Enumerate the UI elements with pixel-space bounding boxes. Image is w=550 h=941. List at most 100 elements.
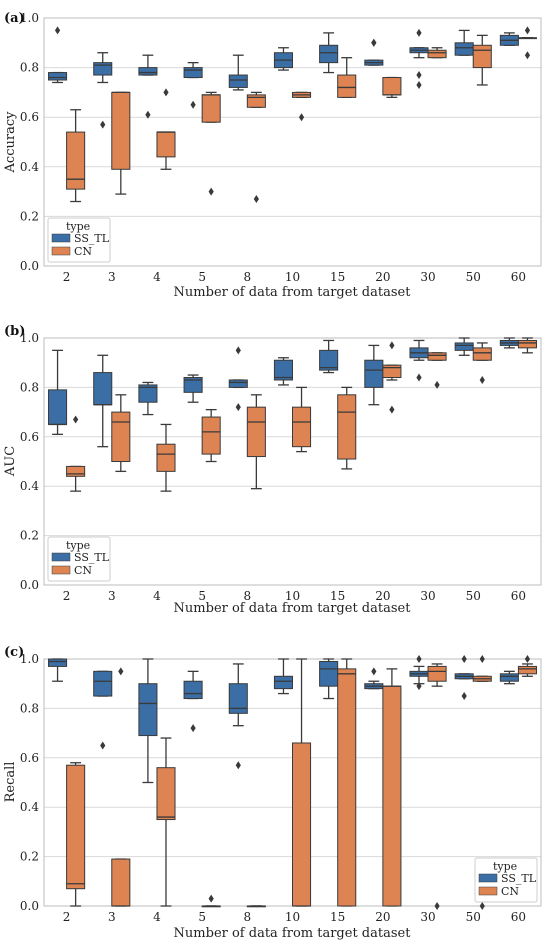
box <box>364 667 384 690</box>
series-CN <box>66 655 537 910</box>
x-tick-label: 3 <box>108 910 116 924</box>
box <box>472 342 492 384</box>
x-tick-label: 5 <box>198 270 206 284</box>
box <box>201 894 221 908</box>
box <box>93 52 113 129</box>
box-iqr <box>48 72 68 81</box>
y-tick-label: 1.0 <box>20 331 39 345</box>
y-tick-label: 0.6 <box>20 430 39 444</box>
box <box>427 352 447 389</box>
x-tick-label: 8 <box>243 270 251 284</box>
box <box>111 394 131 473</box>
outlier-point <box>524 51 531 60</box>
x-tick-label: 2 <box>63 270 71 284</box>
box <box>292 658 312 907</box>
box <box>93 354 113 448</box>
box-iqr <box>48 389 68 425</box>
x-tick-label: 8 <box>243 910 251 924</box>
box-iqr <box>228 74 248 88</box>
box <box>66 109 86 203</box>
outlier-point <box>416 71 422 80</box>
box-iqr <box>337 394 357 460</box>
y-tick-label: 0.0 <box>20 899 39 913</box>
box <box>246 91 266 204</box>
box <box>273 47 294 71</box>
legend-swatch <box>478 886 498 896</box>
plot-frame <box>43 337 542 586</box>
outlier-point <box>145 110 151 119</box>
box <box>156 88 176 170</box>
y-tick-label: 0.2 <box>20 850 39 864</box>
box-iqr <box>66 131 86 190</box>
box <box>93 670 113 750</box>
box <box>111 667 131 907</box>
box <box>319 658 339 700</box>
legend-swatch <box>51 246 71 256</box>
legend-swatch <box>51 565 71 575</box>
box-iqr <box>201 94 221 123</box>
outlier-point <box>235 761 241 770</box>
box-iqr <box>138 67 158 76</box>
y-axis-label: Accuracy <box>3 111 18 174</box>
box <box>156 737 176 907</box>
box-iqr <box>517 665 537 675</box>
box-iqr <box>273 359 294 381</box>
box-iqr <box>319 660 339 687</box>
x-tick-label: 50 <box>466 910 481 924</box>
box <box>517 337 537 354</box>
box <box>138 54 158 119</box>
outlier-point <box>461 655 467 663</box>
legend-title: type <box>493 860 517 873</box>
outlier-point <box>235 403 241 412</box>
x-tick-label: 20 <box>375 910 390 924</box>
box-iqr <box>292 406 312 448</box>
outlier-point <box>416 655 422 663</box>
legend-entry: CN <box>74 245 92 258</box>
y-tick-label: 0.0 <box>20 578 39 592</box>
outlier-point <box>479 902 485 910</box>
box-iqr <box>319 349 339 371</box>
box <box>292 386 312 453</box>
series-CN <box>66 337 537 492</box>
x-tick-label: 20 <box>375 589 390 603</box>
panel-recall: (c) Recall Number of data from target da… <box>3 645 542 941</box>
box <box>48 26 68 84</box>
outlier-point <box>208 894 214 903</box>
y-axis-label: AUC <box>3 446 18 477</box>
box <box>517 655 537 677</box>
box-iqr <box>292 742 312 907</box>
y-tick-label: 0.4 <box>20 160 39 174</box>
box <box>382 668 402 907</box>
box-iqr <box>93 372 113 406</box>
box-iqr <box>183 377 203 393</box>
outlier-point <box>208 187 214 196</box>
outlier-point <box>479 655 485 663</box>
outlier-point <box>235 346 241 355</box>
x-tick-label: 30 <box>420 270 435 284</box>
x-axis-label: Number of data from target dataset <box>174 601 412 616</box>
box <box>156 423 176 492</box>
box <box>246 394 266 490</box>
x-tick-label: 2 <box>63 910 71 924</box>
outlier-point <box>434 902 440 910</box>
box-iqr <box>201 416 221 455</box>
box <box>228 346 248 412</box>
box-iqr <box>382 77 402 96</box>
x-tick-label: 15 <box>330 910 345 924</box>
x-tick-label: 3 <box>108 589 116 603</box>
outlier-point <box>190 100 196 109</box>
series-SS_TL <box>48 655 519 784</box>
panel-label: (a) <box>4 11 25 26</box>
legend-entry: CN <box>501 885 519 898</box>
x-tick-label: 60 <box>511 589 526 603</box>
x-tick-label: 4 <box>153 589 161 603</box>
outlier-point <box>190 724 196 733</box>
y-tick-label: 1.0 <box>20 652 39 666</box>
outlier-point <box>434 380 440 389</box>
outlier-point <box>416 80 422 89</box>
outlier-point <box>416 28 422 37</box>
x-tick-label: 30 <box>420 589 435 603</box>
box <box>454 337 474 356</box>
outlier-point <box>100 120 106 129</box>
box <box>66 415 86 492</box>
